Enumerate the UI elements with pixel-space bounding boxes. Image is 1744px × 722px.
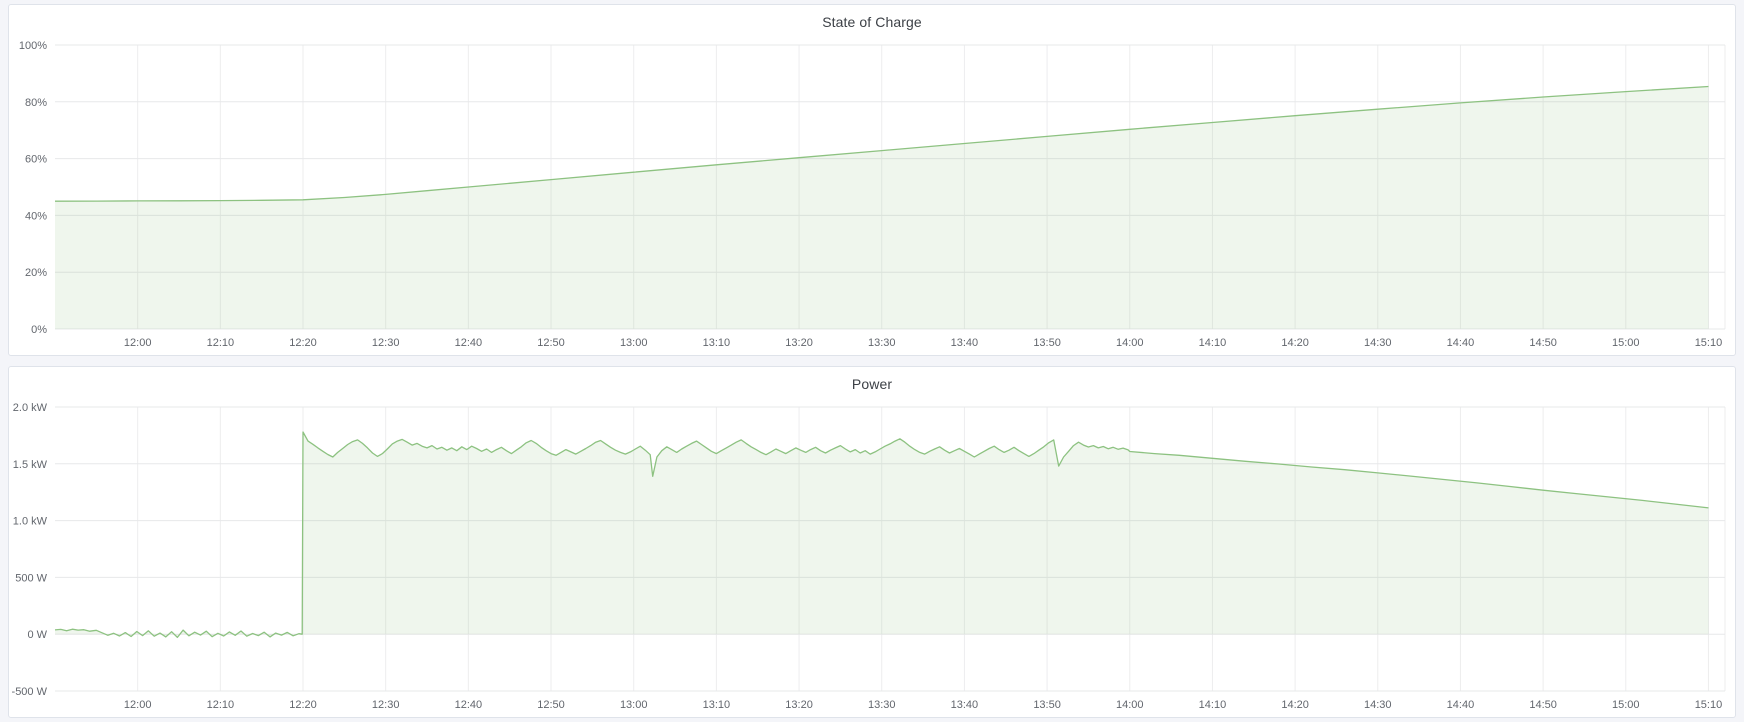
svg-text:14:00: 14:00 <box>1116 699 1144 711</box>
svg-text:12:20: 12:20 <box>289 699 317 711</box>
svg-text:80%: 80% <box>25 97 47 109</box>
svg-text:1.0 kW: 1.0 kW <box>13 516 48 528</box>
panel-title-state-of-charge: State of Charge <box>822 14 922 30</box>
svg-text:13:50: 13:50 <box>1033 337 1061 349</box>
svg-text:500 W: 500 W <box>15 572 47 584</box>
svg-text:12:50: 12:50 <box>537 337 565 349</box>
svg-text:14:50: 14:50 <box>1529 699 1557 711</box>
svg-text:14:20: 14:20 <box>1281 699 1309 711</box>
panel-title-power: Power <box>851 376 893 392</box>
svg-text:13:10: 13:10 <box>703 337 731 349</box>
svg-text:12:00: 12:00 <box>124 337 152 349</box>
svg-text:2.0 kW: 2.0 kW <box>13 402 48 414</box>
svg-text:20%: 20% <box>25 267 47 279</box>
svg-text:13:30: 13:30 <box>868 699 896 711</box>
svg-text:14:10: 14:10 <box>1199 337 1227 349</box>
svg-text:12:10: 12:10 <box>207 337 235 349</box>
svg-text:13:00: 13:00 <box>620 337 648 349</box>
svg-text:12:00: 12:00 <box>124 699 152 711</box>
panel-state-of-charge: State of Charge 12:00 12:10 12:20 12:30 12:4… <box>8 4 1736 356</box>
svg-text:13:40: 13:40 <box>951 337 979 349</box>
svg-text:12:10: 12:10 <box>207 699 235 711</box>
svg-text:14:40: 14:40 <box>1447 337 1475 349</box>
svg-text:13:10: 13:10 <box>703 699 731 711</box>
svg-text:13:20: 13:20 <box>785 337 813 349</box>
svg-text:12:30: 12:30 <box>372 337 400 349</box>
state-of-charge-chart[interactable]: 12:00 12:10 12:20 12:30 12:40 12:50 13:00 13:10… <box>9 39 1735 355</box>
svg-text:15:10: 15:10 <box>1695 699 1723 711</box>
svg-text:12:20: 12:20 <box>289 337 317 349</box>
svg-text:13:40: 13:40 <box>951 699 979 711</box>
svg-text:14:20: 14:20 <box>1281 337 1309 349</box>
svg-text:12:40: 12:40 <box>455 337 483 349</box>
svg-text:40%: 40% <box>25 210 47 222</box>
svg-text:0 W: 0 W <box>27 629 47 641</box>
svg-text:13:00: 13:00 <box>620 699 648 711</box>
svg-text:12:50: 12:50 <box>537 699 565 711</box>
svg-text:15:00: 15:00 <box>1612 699 1640 711</box>
svg-text:12:40: 12:40 <box>455 699 483 711</box>
svg-text:13:20: 13:20 <box>785 699 813 711</box>
svg-text:14:00: 14:00 <box>1116 337 1144 349</box>
svg-text:14:10: 14:10 <box>1199 699 1227 711</box>
svg-text:60%: 60% <box>25 154 47 166</box>
svg-text:15:10: 15:10 <box>1695 337 1723 349</box>
panel-power: Power 12:00 12:10 12:20 12:30 12:40 12:50 13:0… <box>8 366 1736 718</box>
svg-text:12:30: 12:30 <box>372 699 400 711</box>
svg-text:13:30: 13:30 <box>868 337 896 349</box>
svg-text:1.5 kW: 1.5 kW <box>13 459 48 471</box>
svg-text:14:30: 14:30 <box>1364 699 1392 711</box>
power-chart[interactable]: 12:00 12:10 12:20 12:30 12:40 12:50 13:00 13:10… <box>9 401 1735 717</box>
svg-text:14:50: 14:50 <box>1529 337 1557 349</box>
svg-text:14:30: 14:30 <box>1364 337 1392 349</box>
svg-text:14:40: 14:40 <box>1447 699 1475 711</box>
svg-text:100%: 100% <box>19 40 47 52</box>
svg-text:0%: 0% <box>31 324 47 336</box>
svg-text:-500 W: -500 W <box>12 686 48 698</box>
svg-text:13:50: 13:50 <box>1033 699 1061 711</box>
svg-text:15:00: 15:00 <box>1612 337 1640 349</box>
